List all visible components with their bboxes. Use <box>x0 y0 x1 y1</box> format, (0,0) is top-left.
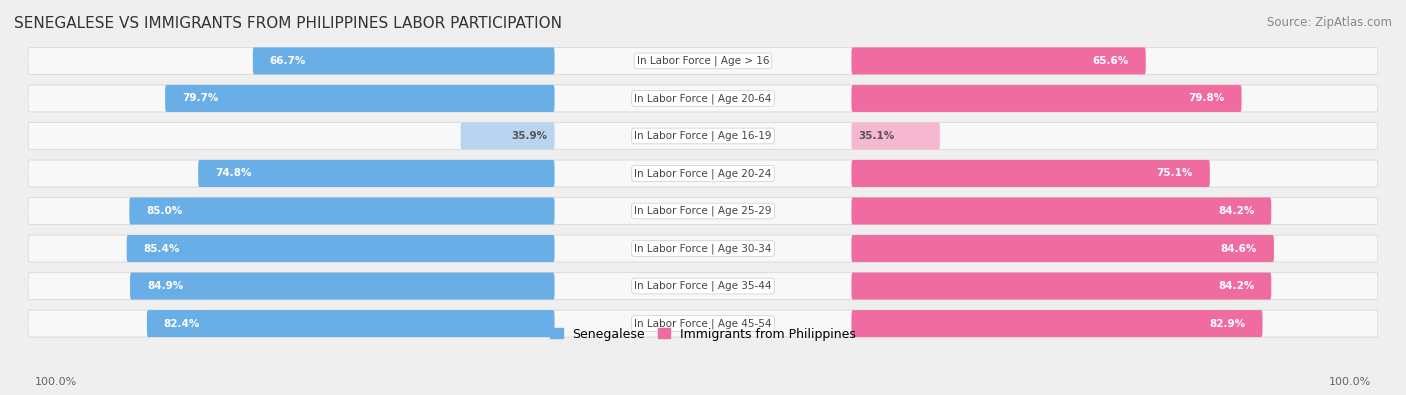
Text: In Labor Force | Age 45-54: In Labor Force | Age 45-54 <box>634 318 772 329</box>
FancyBboxPatch shape <box>852 310 1263 337</box>
Text: 82.9%: 82.9% <box>1209 319 1246 329</box>
FancyBboxPatch shape <box>852 122 939 149</box>
Text: 100.0%: 100.0% <box>1329 377 1371 387</box>
Text: In Labor Force | Age 25-29: In Labor Force | Age 25-29 <box>634 206 772 216</box>
Text: 75.1%: 75.1% <box>1157 169 1192 179</box>
Text: 84.9%: 84.9% <box>146 281 183 291</box>
FancyBboxPatch shape <box>198 160 554 187</box>
FancyBboxPatch shape <box>852 235 1274 262</box>
Text: 74.8%: 74.8% <box>215 169 252 179</box>
FancyBboxPatch shape <box>129 273 554 299</box>
FancyBboxPatch shape <box>28 47 1378 74</box>
Text: Source: ZipAtlas.com: Source: ZipAtlas.com <box>1267 16 1392 29</box>
FancyBboxPatch shape <box>28 85 1378 112</box>
FancyBboxPatch shape <box>28 273 1378 299</box>
Text: 84.6%: 84.6% <box>1220 244 1257 254</box>
FancyBboxPatch shape <box>852 273 1271 299</box>
Text: In Labor Force | Age > 16: In Labor Force | Age > 16 <box>637 56 769 66</box>
Text: 79.7%: 79.7% <box>181 94 218 103</box>
FancyBboxPatch shape <box>28 122 1378 149</box>
Text: 84.2%: 84.2% <box>1218 206 1254 216</box>
FancyBboxPatch shape <box>28 160 1378 187</box>
FancyBboxPatch shape <box>461 122 554 149</box>
Legend: Senegalese, Immigrants from Philippines: Senegalese, Immigrants from Philippines <box>547 324 859 344</box>
Text: In Labor Force | Age 16-19: In Labor Force | Age 16-19 <box>634 131 772 141</box>
Text: 35.9%: 35.9% <box>512 131 548 141</box>
FancyBboxPatch shape <box>127 235 554 262</box>
FancyBboxPatch shape <box>28 310 1378 337</box>
FancyBboxPatch shape <box>129 198 554 224</box>
Text: 65.6%: 65.6% <box>1092 56 1129 66</box>
Text: 82.4%: 82.4% <box>163 319 200 329</box>
FancyBboxPatch shape <box>253 47 554 74</box>
FancyBboxPatch shape <box>165 85 554 112</box>
FancyBboxPatch shape <box>852 160 1209 187</box>
Text: 66.7%: 66.7% <box>270 56 307 66</box>
Text: SENEGALESE VS IMMIGRANTS FROM PHILIPPINES LABOR PARTICIPATION: SENEGALESE VS IMMIGRANTS FROM PHILIPPINE… <box>14 16 562 31</box>
FancyBboxPatch shape <box>28 198 1378 224</box>
FancyBboxPatch shape <box>852 47 1146 74</box>
FancyBboxPatch shape <box>28 235 1378 262</box>
FancyBboxPatch shape <box>146 310 554 337</box>
Text: 35.1%: 35.1% <box>858 131 894 141</box>
FancyBboxPatch shape <box>852 198 1271 224</box>
Text: In Labor Force | Age 35-44: In Labor Force | Age 35-44 <box>634 281 772 291</box>
Text: In Labor Force | Age 30-34: In Labor Force | Age 30-34 <box>634 243 772 254</box>
FancyBboxPatch shape <box>852 85 1241 112</box>
Text: In Labor Force | Age 20-24: In Labor Force | Age 20-24 <box>634 168 772 179</box>
Text: In Labor Force | Age 20-64: In Labor Force | Age 20-64 <box>634 93 772 103</box>
Text: 85.4%: 85.4% <box>143 244 180 254</box>
Text: 79.8%: 79.8% <box>1188 94 1225 103</box>
Text: 85.0%: 85.0% <box>146 206 183 216</box>
Text: 84.2%: 84.2% <box>1218 281 1254 291</box>
Text: 100.0%: 100.0% <box>35 377 77 387</box>
